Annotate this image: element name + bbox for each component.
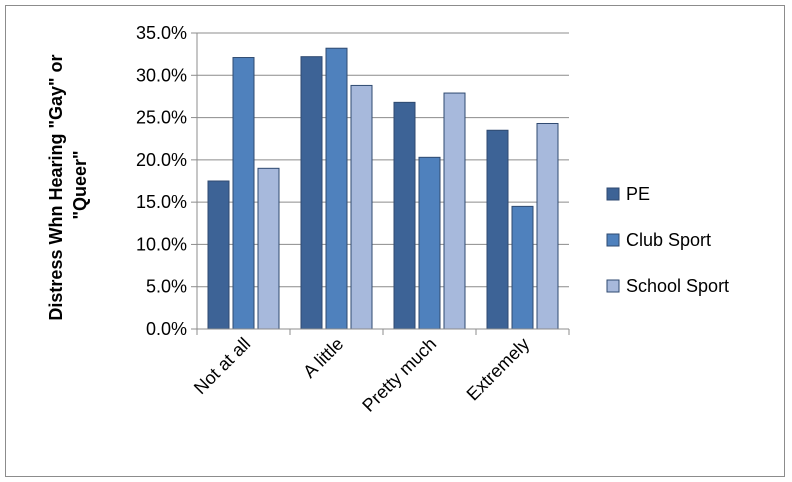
legend-label: PE: [626, 184, 650, 204]
y-axis-label: Distress Whn Hearing "Gay" or "Queer": [46, 49, 90, 320]
legend-swatch: [606, 279, 620, 293]
bar: [486, 129, 509, 330]
y-tick-labels: 0.0% 5.0% 10.0% 15.0% 20.0% 25.0% 30.0% 35.0%: [136, 23, 187, 339]
y-tick-label: 30.0%: [136, 65, 187, 85]
y-tick-label: 5.0%: [146, 277, 187, 297]
y-tick-label: 20.0%: [136, 150, 187, 170]
x-category-label: Pretty much: [358, 334, 440, 416]
bar: [257, 167, 280, 330]
y-tick-label: 0.0%: [146, 319, 187, 339]
bars: [207, 47, 559, 330]
x-category-label: A little: [299, 334, 347, 382]
legend-label: Club Sport: [626, 230, 711, 250]
legend-swatch: [606, 187, 620, 201]
bar: [418, 156, 441, 330]
bar: [207, 180, 230, 330]
bar: [536, 122, 559, 330]
axes: [196, 33, 570, 335]
y-axis-label-line-1: Distress Whn Hearing "Gay" or: [46, 54, 66, 320]
y-axis-label-line-2: "Queer": [70, 150, 90, 219]
bar: [511, 205, 534, 330]
x-category-label: Extremely: [463, 334, 534, 405]
x-category-label: Not at all: [190, 334, 254, 398]
bar: [350, 84, 373, 330]
legend-label: School Sport: [626, 276, 729, 296]
legend-swatch: [606, 233, 620, 247]
bar: [393, 101, 416, 330]
bar: [232, 57, 255, 330]
y-tick-label: 25.0%: [136, 108, 187, 128]
y-tick-label: 10.0%: [136, 234, 187, 254]
bar: [443, 92, 466, 330]
x-category-labels: Not at all A little Pretty much Extremely: [190, 334, 533, 416]
legend: PE Club Sport School Sport: [606, 184, 729, 296]
y-tick-label: 35.0%: [136, 23, 187, 43]
bar: [325, 47, 348, 330]
y-tick-label: 15.0%: [136, 192, 187, 212]
bar: [300, 56, 323, 330]
